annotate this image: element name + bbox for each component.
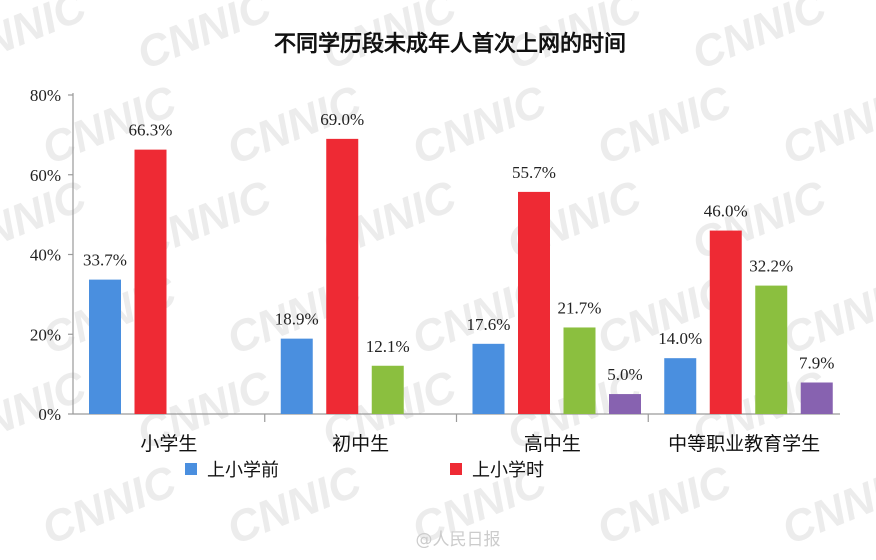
- watermark-text: CNNIC: [870, 171, 876, 269]
- watermark-text: CNNIC: [590, 76, 739, 174]
- data-label: 21.7%: [558, 298, 602, 317]
- watermark-text: CNNIC: [405, 76, 554, 174]
- data-label: 55.7%: [512, 163, 556, 182]
- bar: [371, 365, 404, 414]
- chart-bars: [89, 138, 833, 415]
- bar: [709, 230, 742, 414]
- bar: [755, 285, 788, 414]
- bar: [518, 191, 550, 414]
- data-label: 17.6%: [467, 315, 511, 334]
- bar: [326, 138, 359, 415]
- watermark-text: CNNIC: [590, 456, 739, 554]
- data-label: 69.0%: [320, 110, 364, 129]
- bar: [134, 149, 167, 414]
- bar: [800, 382, 833, 414]
- watermark-text: CNNIC: [775, 76, 876, 174]
- legend-label: 上小学前: [207, 460, 279, 481]
- x-category-label: 高中生: [524, 433, 581, 455]
- x-category-label: 初中生: [332, 433, 389, 455]
- watermark-text: CNNIC: [130, 0, 279, 79]
- y-tick-label: 0%: [38, 405, 61, 424]
- legend-swatch: [450, 463, 462, 475]
- y-tick-label: 20%: [30, 325, 61, 344]
- y-tick-label: 60%: [30, 166, 61, 185]
- watermark-text: CNNIC: [685, 0, 834, 79]
- watermark-text: CNNIC: [35, 456, 184, 554]
- bar: [89, 279, 121, 414]
- watermark-text: CNNIC: [0, 0, 94, 79]
- bar: [472, 343, 505, 414]
- data-label: 32.2%: [749, 257, 793, 276]
- data-label: 33.7%: [83, 251, 127, 270]
- data-label: 7.9%: [799, 353, 834, 372]
- data-label: 5.0%: [607, 365, 642, 384]
- data-label: 12.1%: [366, 337, 410, 356]
- bar: [280, 338, 313, 414]
- watermark-text: CNNIC: [775, 456, 876, 554]
- x-category-label: 中等职业教育学生: [668, 433, 820, 455]
- bar: [664, 358, 697, 414]
- x-category-label: 小学生: [140, 433, 197, 455]
- credit-text: @人民日报: [416, 530, 501, 550]
- chart-data-labels: 33.7% 66.3% 18.9% 69.0% 12.1% 17.6% 55.7% 21.7%…: [83, 110, 834, 384]
- data-label: 66.3%: [129, 121, 173, 140]
- bar: [563, 327, 596, 414]
- data-label: 14.0%: [658, 329, 702, 348]
- y-tick-label: 80%: [30, 86, 61, 105]
- y-tick-label: 40%: [30, 246, 61, 265]
- chart-title: 不同学历段未成年人首次上网的时间: [274, 31, 626, 57]
- data-label: 18.9%: [275, 310, 319, 329]
- legend-label: 上小学时: [472, 460, 544, 481]
- watermark-text: CNNIC: [775, 266, 876, 364]
- bar: [609, 394, 641, 414]
- chart-legend: 上小学前 上小学时: [185, 460, 544, 481]
- watermark-text: CNNIC: [870, 361, 876, 459]
- watermark-text: CNNIC: [870, 0, 876, 79]
- data-label: 46.0%: [704, 202, 748, 221]
- chart-category-labels: 小学生 初中生 高中生 中等职业教育学生: [140, 433, 820, 455]
- legend-swatch: [185, 463, 197, 475]
